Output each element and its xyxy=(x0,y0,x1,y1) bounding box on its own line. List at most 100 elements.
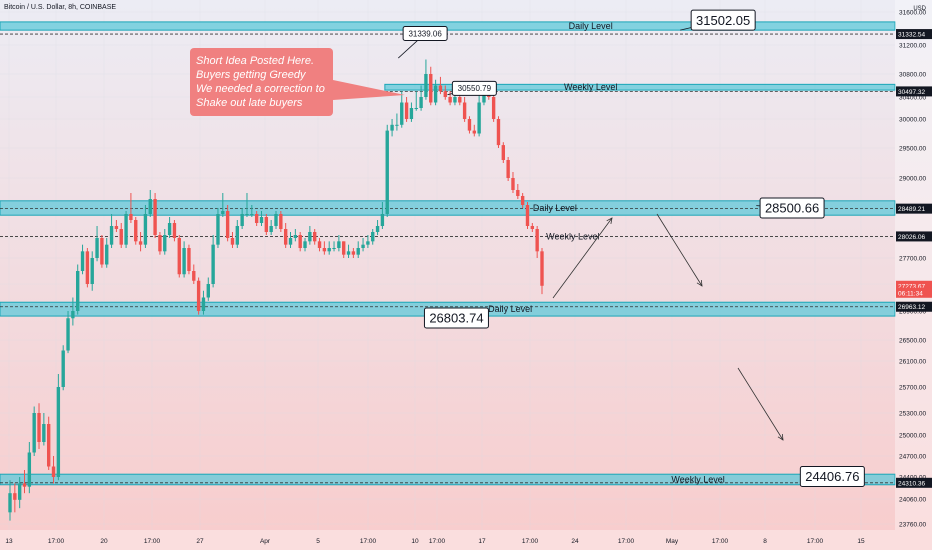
candle-body xyxy=(506,160,510,178)
candle-body xyxy=(342,241,346,255)
candle-body xyxy=(143,214,148,245)
price-tag xyxy=(896,203,932,214)
candle-body xyxy=(414,108,418,109)
candle-body xyxy=(134,220,138,242)
price-tag xyxy=(896,301,932,312)
candle-body xyxy=(308,232,312,242)
projection-arrow xyxy=(737,367,784,441)
candle-body xyxy=(225,211,230,238)
candle-body xyxy=(477,102,481,134)
candle-body xyxy=(182,248,186,275)
callout-value: 28500.66 xyxy=(765,201,819,216)
price-tag-value: 28026.06 xyxy=(898,234,925,241)
time-axis-bg xyxy=(0,530,895,550)
candle-body xyxy=(443,91,447,97)
candle-body xyxy=(337,241,341,248)
candle-body xyxy=(395,124,399,126)
candle-body xyxy=(17,483,22,500)
y-tick-label: 25700.00 xyxy=(899,385,926,392)
candle-body xyxy=(520,196,525,205)
projection-arrow-head xyxy=(777,433,784,441)
candle-body xyxy=(32,413,36,453)
x-tick-label: 20 xyxy=(100,538,108,545)
callout-box xyxy=(759,197,825,219)
candle-body xyxy=(327,248,331,252)
candle-body xyxy=(293,235,298,238)
callout-box xyxy=(451,80,497,96)
candle-body xyxy=(496,119,501,146)
candle-body xyxy=(206,284,210,298)
callout-box xyxy=(690,9,756,31)
currency-label: USD xyxy=(913,6,926,12)
candle-body xyxy=(105,244,109,265)
candle-body xyxy=(298,235,302,248)
level-zone xyxy=(384,83,896,91)
candle-body xyxy=(458,97,462,103)
x-tick-label: May xyxy=(666,538,679,545)
price-callouts: 31502.05 31339.06 30550.79 28500.66 26803.74… xyxy=(398,9,865,488)
y-tick-label: 24700.00 xyxy=(899,454,926,461)
candle-body xyxy=(400,102,404,125)
candle-body xyxy=(332,248,336,249)
candle-body xyxy=(429,74,433,103)
y-tick-label: 26900.00 xyxy=(899,309,926,316)
grid xyxy=(0,0,895,530)
y-tick-label: 23760.00 xyxy=(899,522,926,529)
candle-body xyxy=(201,297,206,311)
candle-body xyxy=(303,241,307,248)
note-line: Shake out late buyers xyxy=(196,97,303,109)
price-axis[interactable]: 31600.00 31200.00 30800.00 30400.00 30000.00… xyxy=(895,0,932,550)
price-tag xyxy=(896,477,932,488)
note-line: We needed a correction to xyxy=(196,83,325,95)
y-tick-label: 25300.00 xyxy=(899,411,926,418)
callout-box xyxy=(402,26,448,42)
candle-body xyxy=(433,85,438,103)
y-tick-label: 26500.00 xyxy=(899,338,926,345)
candle-body xyxy=(192,271,196,281)
candle-body xyxy=(100,238,104,265)
candle-body xyxy=(501,145,506,160)
candle-body xyxy=(540,251,544,286)
candle-body xyxy=(375,226,380,232)
candle-body xyxy=(158,235,162,252)
x-tick-label: 17 xyxy=(478,538,486,545)
x-tick-label: Apr xyxy=(260,538,271,545)
time-axis[interactable]: 13 17:00 20 17:00 27 Apr 5 17:00 10 17:00 17 17:00 2… xyxy=(0,530,895,550)
candle-body xyxy=(274,214,278,226)
candle-body xyxy=(42,424,46,442)
candle-body xyxy=(390,124,394,131)
candle-body xyxy=(356,248,360,255)
zone-label: Daily Level xyxy=(569,21,613,31)
x-tick-label: 24 xyxy=(571,538,579,545)
x-tick-label: 17:00 xyxy=(360,538,377,545)
candle-body xyxy=(80,251,85,271)
note-pointer xyxy=(333,80,405,100)
candle-body xyxy=(269,226,273,232)
candle-body xyxy=(409,108,414,119)
candle-body xyxy=(448,97,452,103)
candle-body xyxy=(424,74,428,97)
y-tick-label: 26100.00 xyxy=(899,359,926,366)
x-tick-label: 15 xyxy=(857,538,865,545)
candle-body xyxy=(46,424,51,467)
candle-body xyxy=(177,238,181,275)
candle-body xyxy=(472,130,476,134)
candle-body xyxy=(95,238,99,258)
candle-body xyxy=(453,97,457,103)
y-tick-label: 29000.00 xyxy=(899,176,926,183)
y-tick-label: 27700.00 xyxy=(899,256,926,263)
y-tick-label: 30400.00 xyxy=(899,95,926,102)
zone-label: Daily Level xyxy=(488,304,532,314)
price-tag-value: 06:11:34 xyxy=(898,290,923,297)
candle-body xyxy=(230,238,235,245)
candle-body xyxy=(288,238,293,245)
candle-body xyxy=(346,251,351,255)
x-tick-label: 8 xyxy=(763,538,767,545)
x-tick-label: 17:00 xyxy=(429,538,446,545)
candle-body xyxy=(283,229,288,245)
price-tag-value: 31332.54 xyxy=(898,32,925,39)
candle-body xyxy=(153,199,157,235)
candle-body xyxy=(187,248,191,271)
